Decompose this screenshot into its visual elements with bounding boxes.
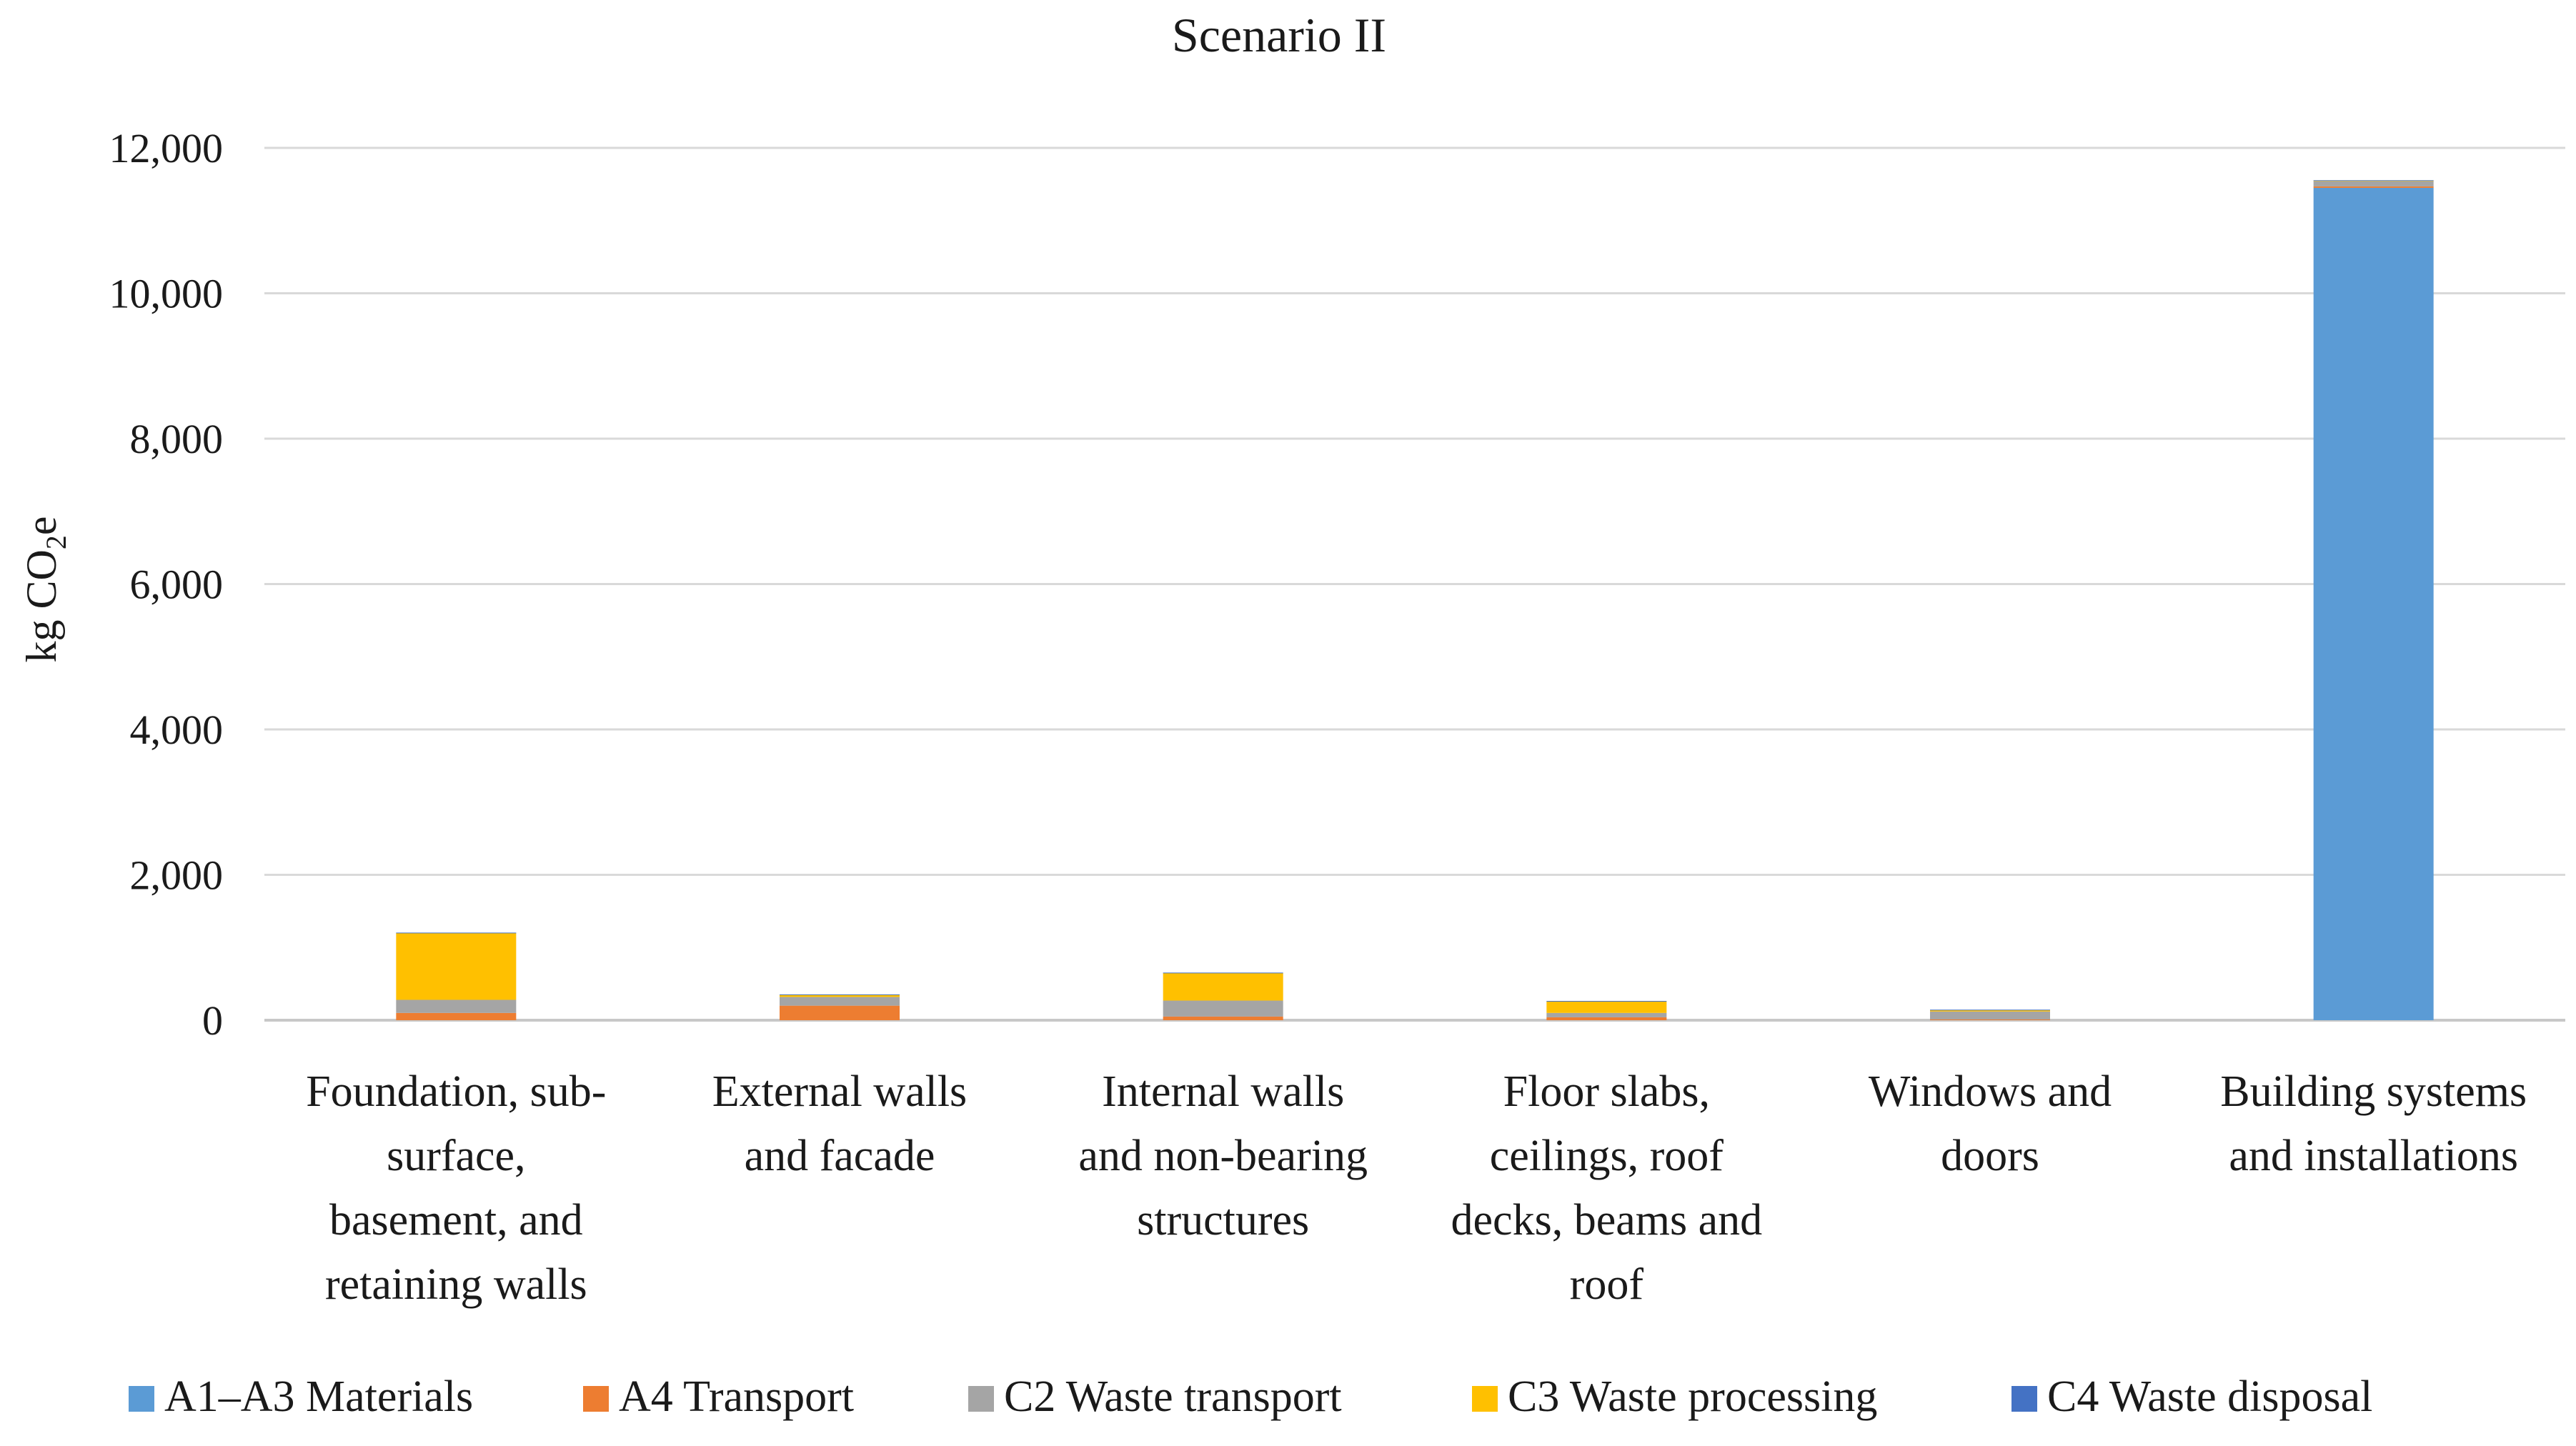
- bar-segment: [1546, 1012, 1667, 1017]
- bar-segment: [1930, 1009, 2050, 1012]
- legend-label: A4 Transport: [619, 1372, 854, 1421]
- legend-swatch: [2011, 1386, 2037, 1412]
- y-axis-label-main: kg CO: [18, 549, 65, 662]
- legend-swatch: [968, 1386, 994, 1412]
- y-axis-ticks: 0 2,000 4,000 6,000 8,000 10,000 12,000: [109, 125, 224, 1044]
- legend-swatch: [1472, 1386, 1498, 1412]
- legend-label: C4 Waste disposal: [2047, 1372, 2372, 1421]
- y-tick-label: 12,000: [109, 125, 224, 171]
- x-tick-label-line: doors: [1941, 1132, 2039, 1180]
- legend-label: C2 Waste transport: [1004, 1372, 1342, 1421]
- x-tick-label: Floor slabs, ceilings, roof decks, beams a…: [1451, 1067, 1763, 1309]
- x-tick-label: Building systems and installations: [2220, 1067, 2527, 1180]
- y-axis-label: kg CO2e: [18, 517, 72, 663]
- bar-segment: [780, 994, 900, 997]
- legend-swatch: [129, 1386, 154, 1412]
- bar-segment: [396, 999, 517, 1013]
- x-tick-label-line: Floor slabs,: [1503, 1067, 1710, 1116]
- x-tick-label: Windows and doors: [1869, 1067, 2112, 1180]
- legend-label: A1–A3 Materials: [164, 1372, 473, 1421]
- x-tick-label-line: External walls: [712, 1067, 967, 1116]
- bar-segment: [780, 994, 900, 995]
- bar-segment: [1930, 1019, 2050, 1020]
- bars: [396, 180, 2434, 1020]
- y-tick-label: 8,000: [130, 416, 224, 462]
- bar-segment: [2313, 180, 2434, 181]
- bar-segment: [1163, 972, 1283, 1001]
- bar-segment: [1546, 1001, 1667, 1013]
- y-tick-label: 6,000: [130, 562, 224, 608]
- bar-segment: [2313, 187, 2434, 1020]
- bar-segment: [1163, 1000, 1283, 1017]
- x-tick-label-line: Foundation, sub-: [306, 1067, 606, 1116]
- bar-segment: [1930, 1011, 2050, 1019]
- bar-segment: [1546, 1001, 1667, 1002]
- bar-segment: [396, 1012, 517, 1020]
- y-axis-label-tail: e: [18, 517, 65, 536]
- bar-segment: [1163, 972, 1283, 974]
- x-tick-label-line: and installations: [2229, 1132, 2518, 1180]
- y-tick-label: 10,000: [109, 271, 224, 317]
- x-tick-label-line: Internal walls: [1102, 1067, 1344, 1116]
- bar-segment: [396, 932, 517, 934]
- x-tick-label-line: Windows and: [1869, 1067, 2112, 1116]
- x-tick-label-line: surface,: [387, 1132, 525, 1180]
- gridlines: [264, 146, 2565, 1022]
- bar-segment: [780, 1005, 900, 1020]
- bar-segment: [1930, 1009, 2050, 1011]
- x-tick-label: Foundation, sub-surface, basement, and ret…: [306, 1067, 606, 1309]
- x-tick-label-line: ceilings, roof: [1490, 1132, 1724, 1180]
- x-tick-label-line: roof: [1570, 1260, 1644, 1309]
- y-tick-label: 4,000: [130, 707, 224, 753]
- bar-segment: [2313, 181, 2434, 186]
- y-tick-label: 0: [202, 997, 223, 1044]
- x-tick-label-line: Building systems: [2220, 1067, 2527, 1116]
- bar-segment: [396, 932, 517, 1000]
- legend-swatch: [583, 1386, 609, 1412]
- x-tick-label: Internal walls and non-bearing structures: [1078, 1067, 1368, 1245]
- x-axis-labels: Foundation, sub-surface, basement, and ret…: [306, 1067, 2527, 1309]
- bar-segment: [1163, 1016, 1283, 1020]
- x-tick-label-line: basement, and: [329, 1196, 583, 1245]
- bar-segment: [2313, 186, 2434, 188]
- x-tick-label-line: and non-bearing: [1078, 1132, 1368, 1180]
- x-tick-label-line: structures: [1137, 1196, 1309, 1245]
- legend: A1–A3 Materials A4 Transport C2 Waste tran…: [129, 1372, 2372, 1421]
- y-tick-label: 2,000: [130, 852, 224, 899]
- bar-segment: [780, 997, 900, 1006]
- chart-title: Scenario II: [1172, 8, 1386, 62]
- legend-label: C3 Waste processing: [1508, 1372, 1877, 1421]
- x-tick-label: External walls and facade: [712, 1067, 967, 1180]
- x-tick-label-line: decks, beams and: [1451, 1196, 1763, 1245]
- y-axis-label-subscript: 2: [40, 535, 72, 549]
- x-tick-label-line: and facade: [745, 1132, 935, 1180]
- bar-segment: [1546, 1017, 1667, 1020]
- x-tick-label-line: retaining walls: [325, 1260, 587, 1309]
